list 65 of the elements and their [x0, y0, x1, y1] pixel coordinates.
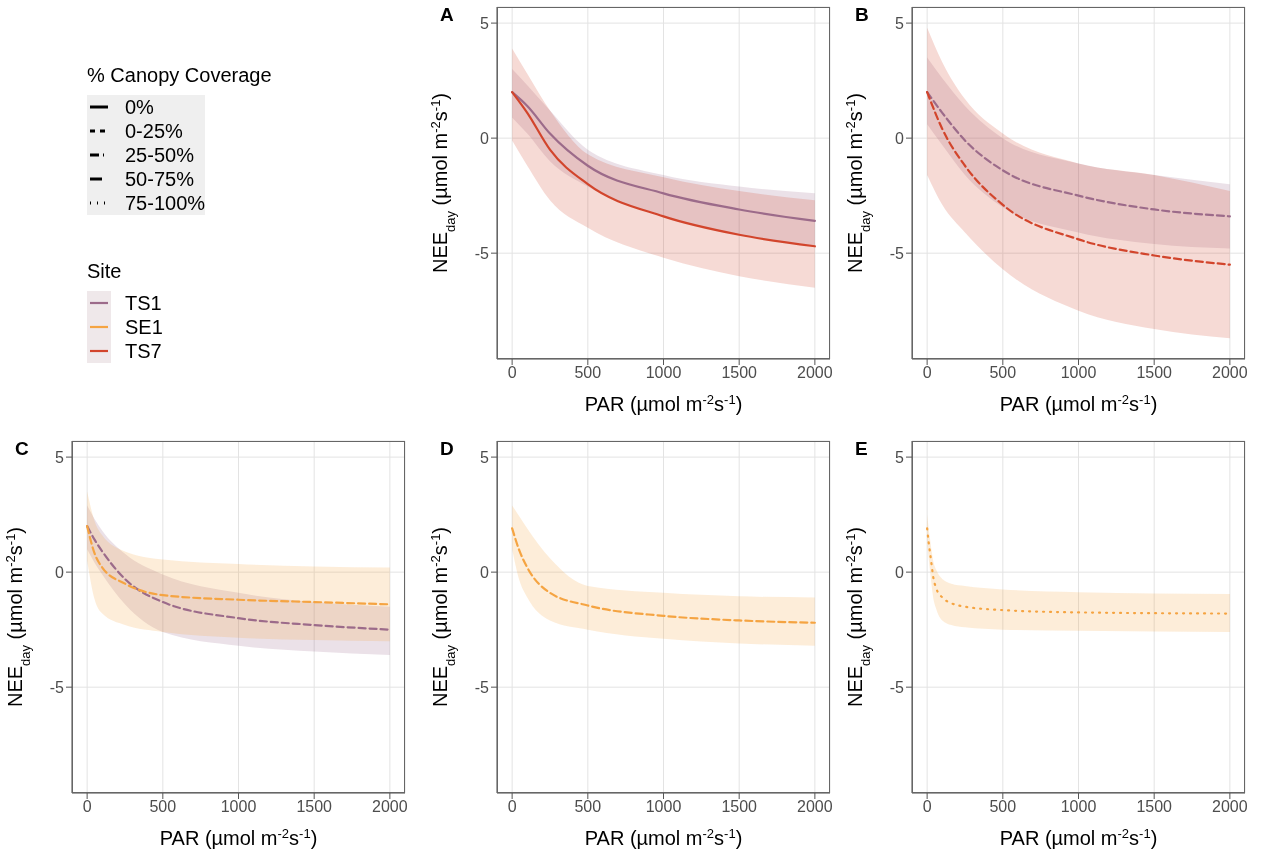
x-tick-label: 1500 [721, 798, 758, 816]
y-tick-label: 0 [480, 563, 490, 581]
text: 0-25% [125, 119, 183, 143]
y-tick-label: 5 [480, 14, 490, 32]
x-tick-label: 500 [989, 798, 1017, 816]
line-series [511, 527, 816, 624]
x-tick-label: 500 [574, 364, 602, 382]
text: 0% [125, 95, 154, 119]
chart-title: B [855, 4, 869, 26]
text: 50-75% [125, 167, 194, 191]
x-tick-label: 2000 [1212, 798, 1248, 816]
text: Site [87, 260, 123, 283]
x-tick-label: 1000 [1060, 364, 1097, 382]
x-tick-label: 1000 [645, 364, 682, 382]
x-tick-label: 1500 [721, 364, 758, 382]
x-tick-label: 0 [82, 798, 92, 816]
y-tick-label: -5 [889, 244, 905, 262]
y-tick-label: 0 [55, 563, 65, 581]
x-axis-title: PAR (µmol m$^{-2}$s$^{-1}$) [159, 825, 318, 849]
x-axis-title: PAR (µmol m$^{-2}$s$^{-1}$) [584, 391, 743, 415]
x-tick-label: 1500 [296, 798, 333, 816]
text: TS1 [125, 291, 162, 315]
x-tick-label: 0 [922, 364, 932, 382]
x-tick-label: 2000 [1212, 364, 1248, 382]
x-axis-title: PAR (µmol m$^{-2}$s$^{-1}$) [584, 825, 743, 849]
line-series [86, 525, 391, 631]
y-tick-label: -5 [889, 678, 905, 696]
chart-title: E [855, 438, 868, 460]
text: 75-100% [125, 191, 206, 215]
y-tick-label: 0 [480, 129, 490, 147]
chart-title: D [440, 438, 454, 460]
chart-title: C [15, 438, 29, 460]
y-tick-label: 0 [895, 129, 905, 147]
x-tick-label: 0 [922, 798, 932, 816]
x-tick-label: 1500 [1136, 364, 1173, 382]
y-tick-label: 5 [895, 448, 905, 466]
x-axis-title: PAR (µmol m$^{-2}$s$^{-1}$) [999, 391, 1158, 415]
x-tick-label: 500 [989, 364, 1017, 382]
chart-title: A [440, 4, 454, 26]
x-tick-label: 0 [507, 798, 517, 816]
y-tick-label: 0 [895, 563, 905, 581]
x-tick-label: 2000 [797, 364, 833, 382]
line-series [86, 525, 391, 606]
text: SE1 [125, 315, 163, 339]
y-tick-label: -5 [474, 678, 490, 696]
text: TS7 [125, 339, 162, 363]
x-tick-label: 1000 [645, 798, 682, 816]
x-tick-label: 1500 [1136, 798, 1173, 816]
x-tick-label: 500 [574, 798, 602, 816]
x-tick-label: 0 [507, 364, 517, 382]
x-tick-label: 1000 [1060, 798, 1097, 816]
text: 25-50% [125, 143, 194, 167]
text: % Canopy Coverage [87, 64, 272, 87]
x-tick-label: 1000 [220, 798, 257, 816]
x-tick-label: 2000 [797, 798, 833, 816]
x-axis-title: PAR (µmol m$^{-2}$s$^{-1}$) [999, 825, 1158, 849]
x-tick-label: 500 [149, 798, 177, 816]
y-tick-label: 5 [55, 448, 65, 466]
y-tick-label: -5 [49, 678, 65, 696]
line-series [926, 91, 1231, 266]
x-tick-label: 2000 [372, 798, 408, 816]
y-tick-label: -5 [474, 244, 490, 262]
y-tick-label: 5 [480, 448, 490, 466]
y-tick-label: 5 [895, 14, 905, 32]
line-series [926, 91, 1231, 218]
